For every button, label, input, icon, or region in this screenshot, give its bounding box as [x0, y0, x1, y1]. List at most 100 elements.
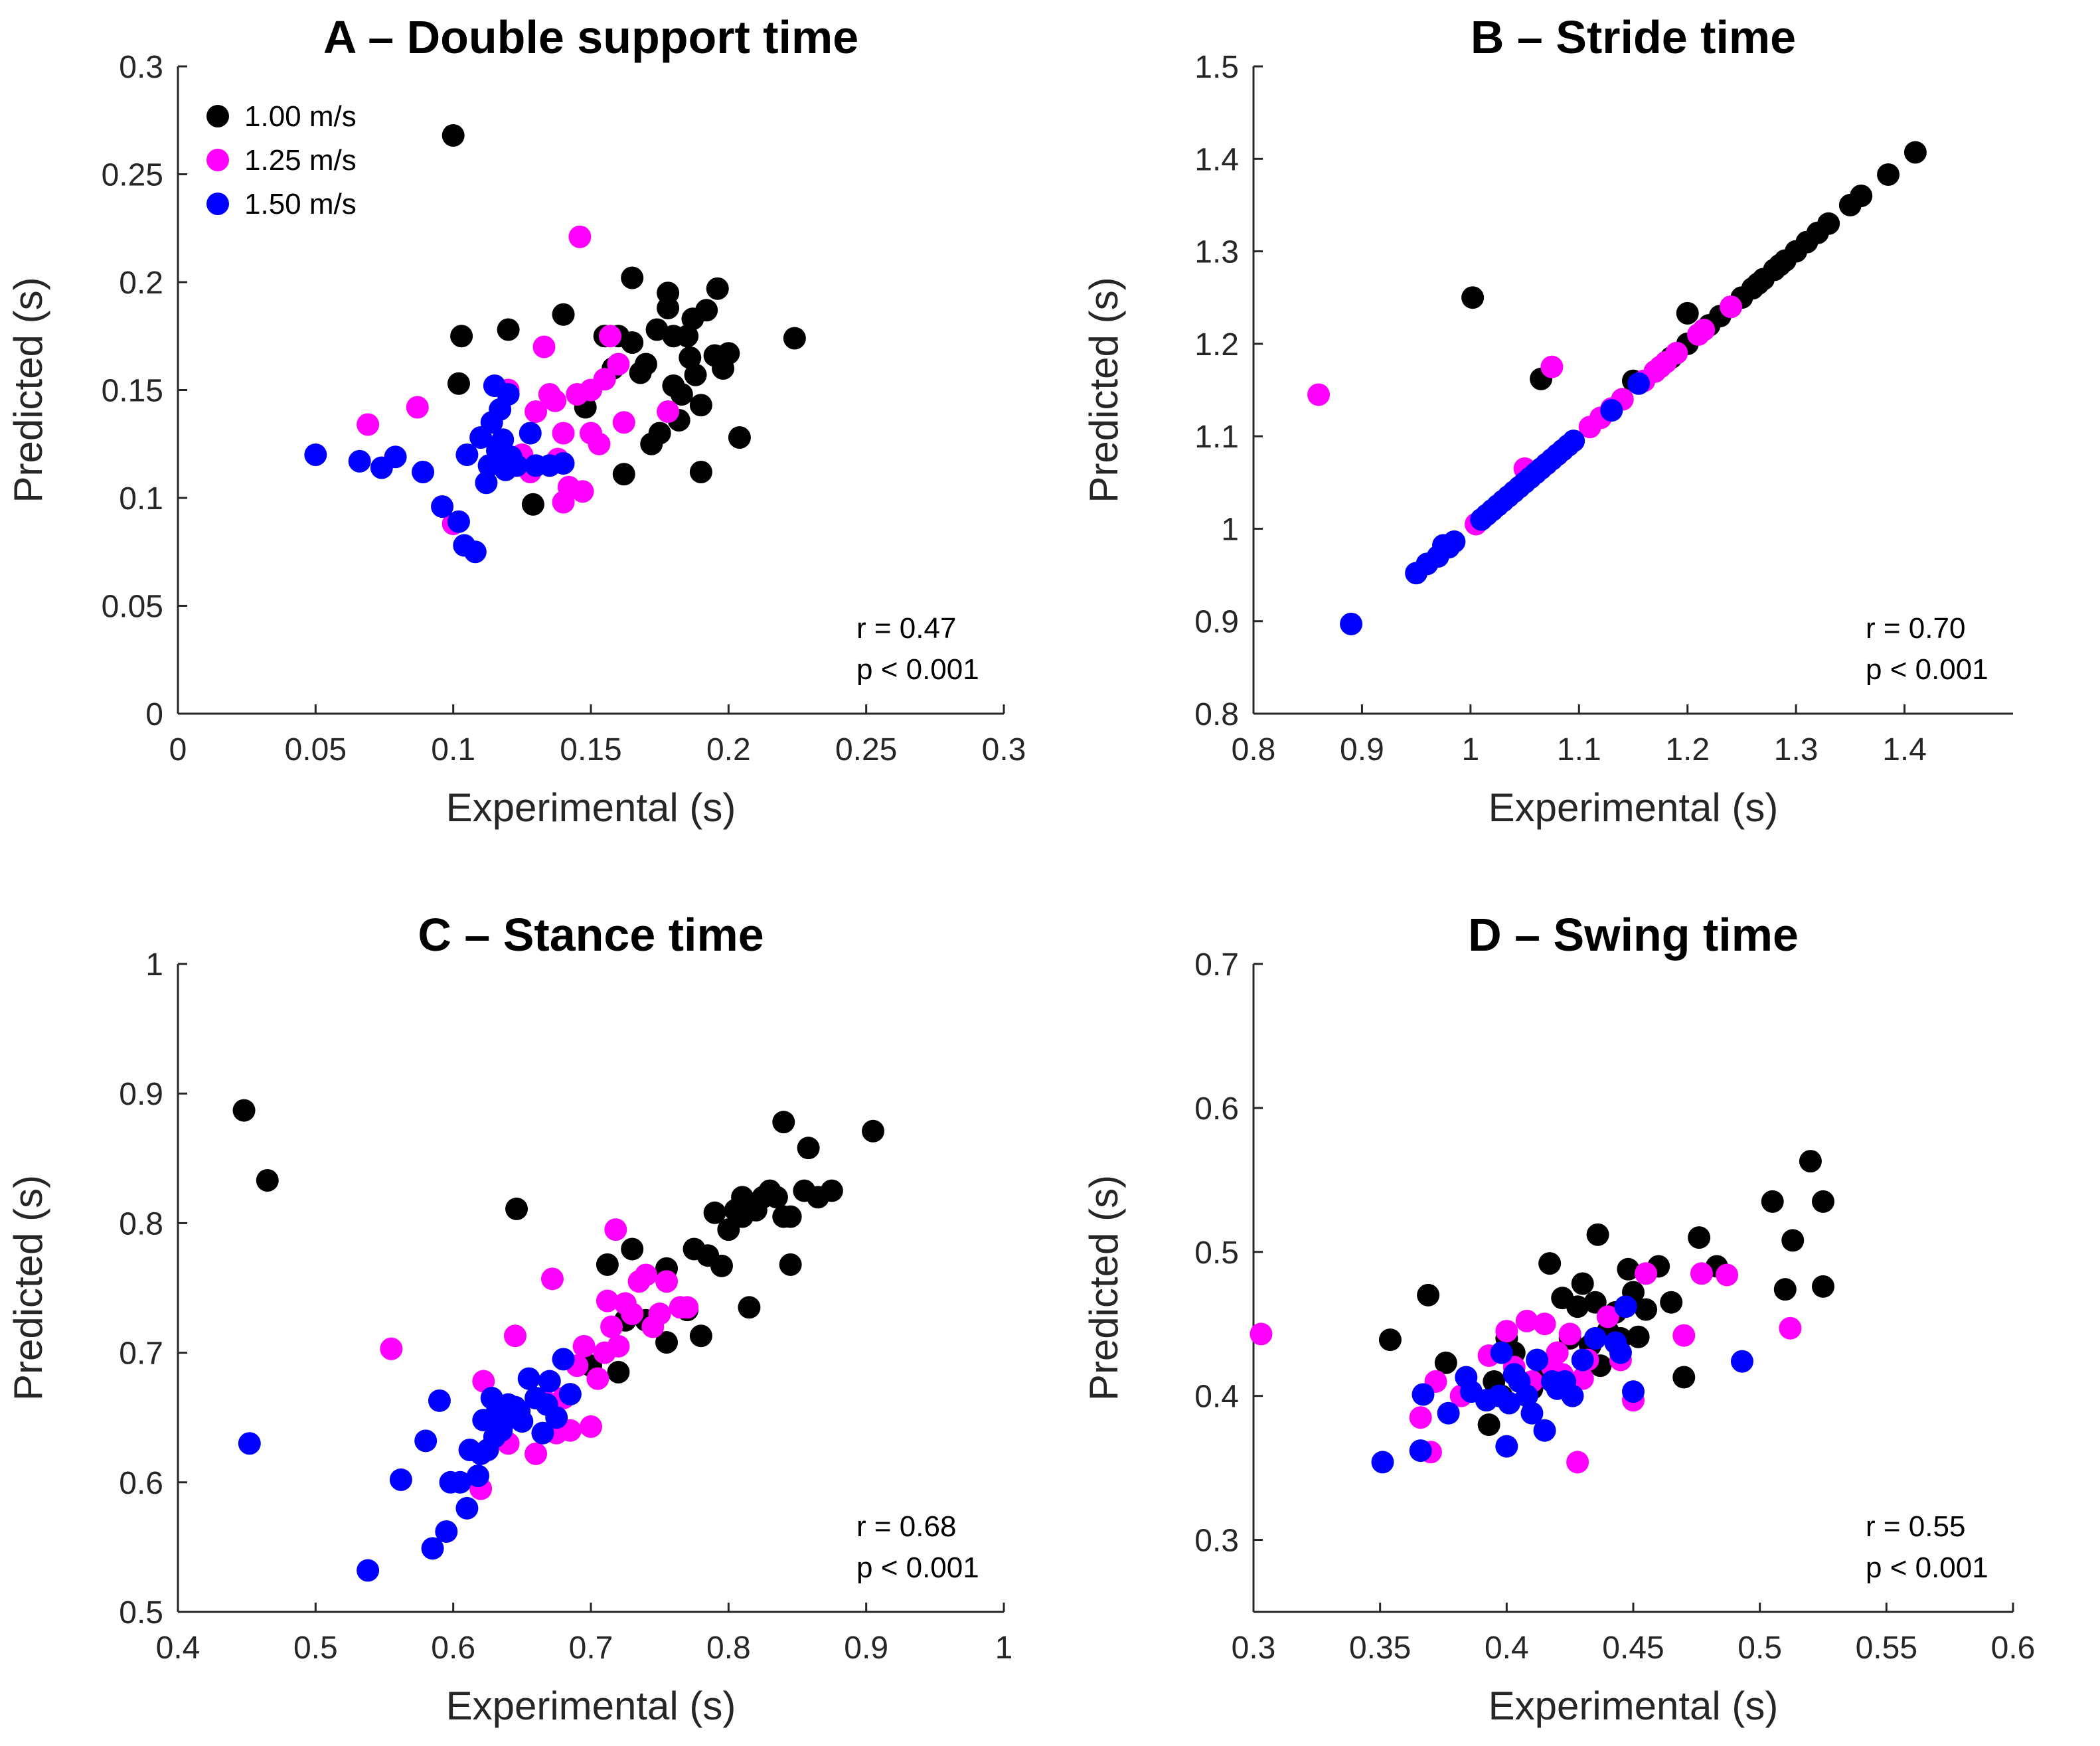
data-point [655, 1270, 679, 1293]
data-point [820, 1179, 843, 1202]
data-point [779, 1253, 802, 1276]
data-point [862, 1119, 885, 1143]
x-tick-label: 0.3 [1232, 1630, 1276, 1666]
data-point [1614, 1295, 1637, 1318]
data-point [607, 353, 630, 376]
y-tick-label: 0.6 [119, 1466, 163, 1501]
x-tick-label: 0.8 [1232, 732, 1276, 767]
data-point [657, 400, 680, 423]
series-3 [1340, 372, 1651, 635]
x-tick-label: 0.15 [560, 732, 621, 767]
panel-title: D – Swing time [1468, 909, 1799, 961]
data-point [1627, 1325, 1650, 1348]
data-point [580, 1415, 602, 1438]
y-tick-label: 0.8 [119, 1206, 163, 1241]
p-value-text: p < 0.001 [1866, 1551, 1988, 1584]
plots-container: 0 0.05 0.1 0.15 0.2 0.25 0.3 0 0.05 0.1 0.15 0.2 0.2… [6, 11, 2035, 1728]
x-tick-label: 1.1 [1557, 732, 1601, 767]
data-point [676, 325, 699, 348]
data-point [568, 225, 592, 248]
x-tick-label: 0.6 [1991, 1630, 2036, 1666]
data-point [1676, 301, 1699, 325]
data-point [525, 400, 548, 423]
data-point [357, 413, 380, 436]
data-point [421, 1537, 444, 1560]
data-point [779, 1205, 802, 1228]
series-2 [380, 1218, 699, 1500]
data-point [1877, 163, 1900, 186]
y-tick-label: 1 [145, 947, 163, 983]
data-point [1850, 185, 1873, 207]
data-point [503, 1324, 526, 1348]
data-point [1773, 1278, 1797, 1301]
data-point [657, 297, 680, 319]
data-point [600, 1315, 623, 1338]
data-point [256, 1168, 279, 1192]
data-point [447, 372, 470, 395]
x-tick-label: 0.5 [293, 1630, 338, 1666]
y-tick-label: 0.9 [119, 1077, 163, 1112]
data-point [1498, 1391, 1521, 1415]
x-tick-label: 0.45 [1602, 1630, 1664, 1666]
data-point [412, 461, 435, 483]
p-value-text: p < 0.001 [1866, 653, 1988, 686]
data-point [511, 1410, 534, 1433]
panel-title: B – Stride time [1471, 11, 1796, 63]
y-axis-label: Predicted (s) [1082, 277, 1126, 503]
data-point [596, 1289, 619, 1312]
series-1 [232, 1099, 885, 1384]
data-point [1307, 383, 1331, 406]
y-tick-label: 0.5 [1194, 1235, 1239, 1271]
data-point [689, 394, 712, 417]
data-point [384, 445, 407, 469]
data-point [1371, 1451, 1394, 1474]
data-point [1720, 295, 1743, 319]
y-tick-label: 1.2 [1194, 327, 1239, 362]
legend-marker [206, 193, 229, 215]
data-point [676, 1296, 699, 1319]
data-point [607, 1360, 630, 1384]
data-point [1417, 1283, 1440, 1307]
data-point [540, 1267, 564, 1291]
data-point [1586, 1223, 1609, 1246]
data-point [1562, 430, 1585, 453]
series-1 [1378, 1150, 1834, 1437]
y-tick-label: 0.7 [1194, 947, 1239, 983]
data-point [607, 1334, 630, 1358]
data-point [1903, 141, 1927, 164]
panel-title: C – Stance time [418, 909, 764, 961]
panel-D: 0.3 0.35 0.4 0.45 0.5 0.55 0.6 0.3 0.4 0.5 0.6 0.7 D… [1082, 909, 2035, 1728]
data-point [1596, 1305, 1619, 1328]
data-point [604, 1218, 627, 1241]
data-point [772, 1111, 795, 1134]
data-point [544, 389, 567, 412]
y-tick-label: 1.3 [1194, 235, 1239, 270]
data-point [634, 353, 657, 376]
y-axis-label: Predicted (s) [6, 277, 50, 503]
data-point [1477, 1413, 1500, 1437]
data-point [455, 1496, 479, 1520]
legend-marker [206, 149, 229, 171]
x-tick-label: 0.2 [706, 732, 751, 767]
x-tick-label: 1.3 [1774, 732, 1818, 767]
data-point [695, 299, 718, 322]
x-axis-label: Experimental (s) [1489, 785, 1779, 830]
data-point [588, 432, 611, 455]
data-point [1799, 1150, 1822, 1173]
x-axis-label: Experimental (s) [446, 1684, 736, 1728]
data-point [1495, 1435, 1518, 1458]
data-point [552, 1348, 575, 1371]
data-point [532, 335, 556, 358]
data-point [1817, 212, 1840, 235]
data-point [1622, 1380, 1645, 1403]
data-point [232, 1099, 256, 1122]
data-point [1781, 1229, 1805, 1252]
series-2 [1307, 295, 1743, 536]
data-point [612, 411, 635, 434]
y-tick-label: 1 [1221, 512, 1239, 547]
data-point [304, 443, 327, 466]
panel-A: 0 0.05 0.1 0.15 0.2 0.25 0.3 0 0.05 0.1 0.15 0.2 0.2… [6, 11, 1026, 830]
x-tick-label: 0.6 [431, 1630, 475, 1666]
x-tick-label: 0.9 [844, 1630, 888, 1666]
data-point [586, 1367, 609, 1390]
